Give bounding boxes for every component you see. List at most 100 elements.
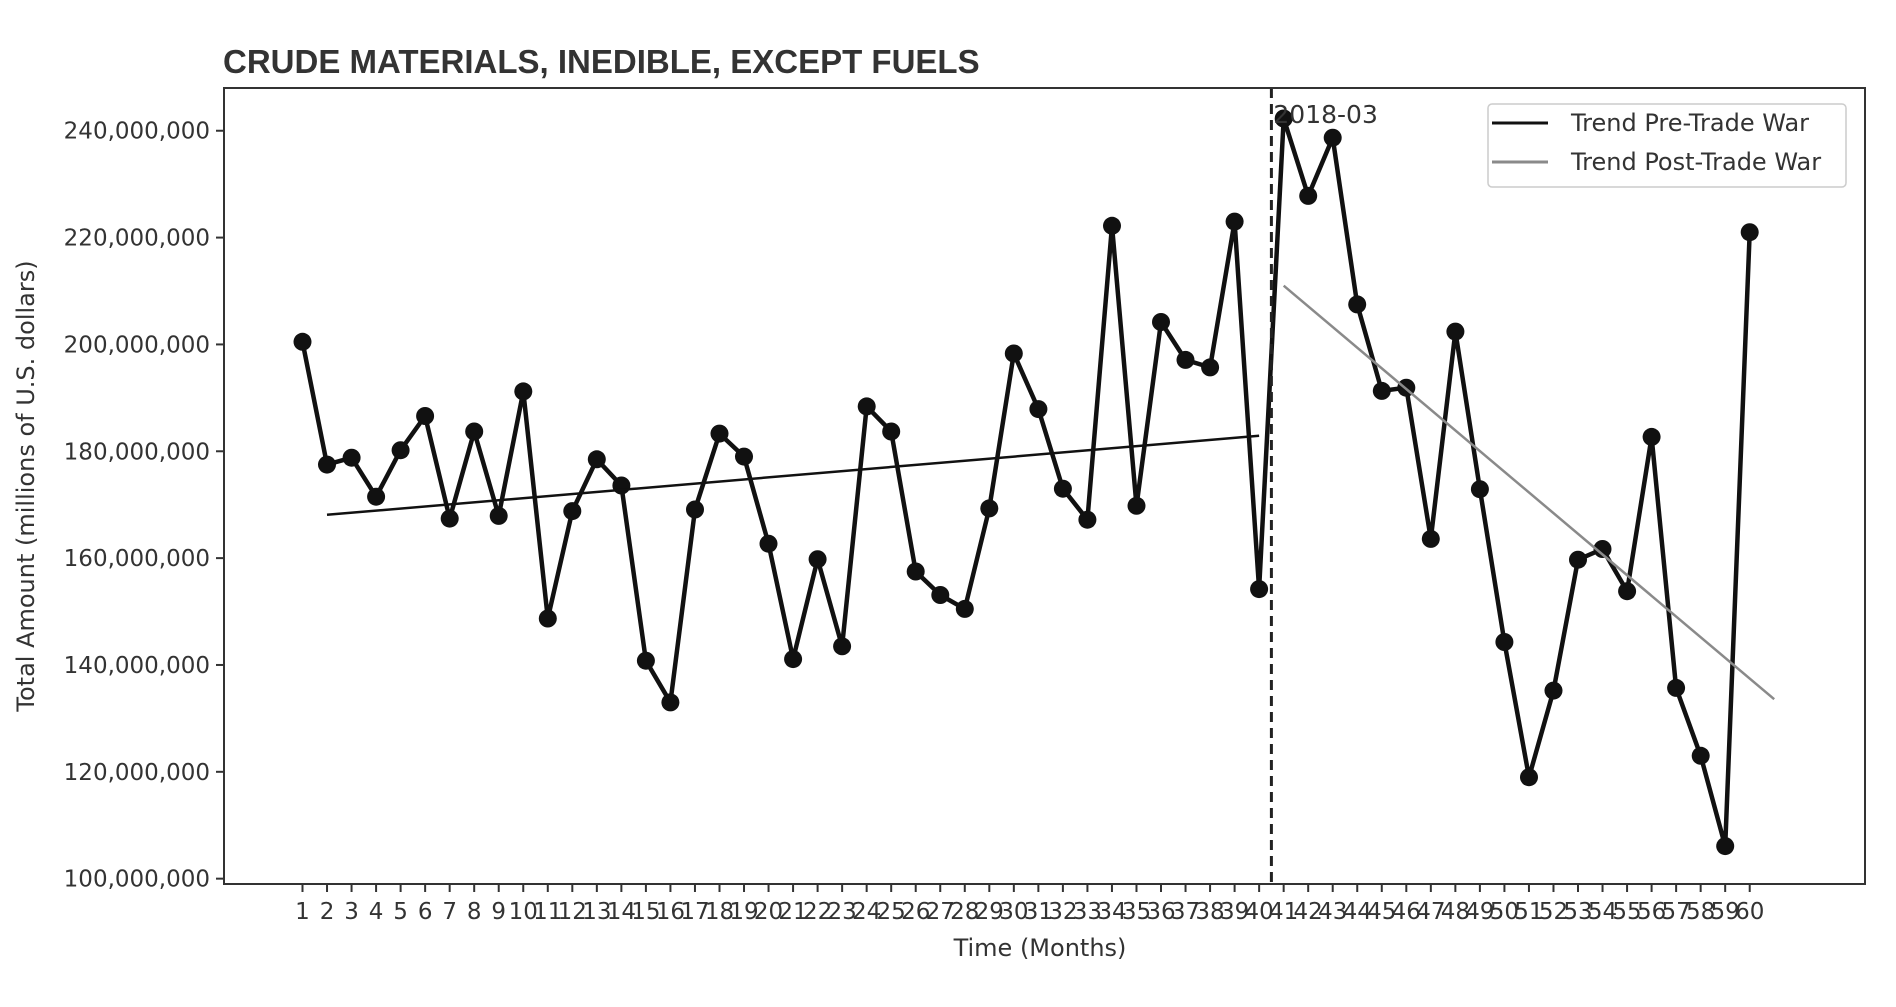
x-tick-label: 22 (803, 899, 832, 925)
data-point (1127, 496, 1146, 515)
data-point (1078, 510, 1097, 529)
plot-frame (223, 87, 1866, 885)
data-point (1274, 109, 1293, 128)
x-tick-label: 48 (1441, 899, 1470, 925)
data-point (1053, 479, 1072, 498)
y-tick-label: 180,000,000 (64, 439, 210, 465)
x-tick-label: 16 (656, 899, 685, 925)
x-tick-label: 54 (1588, 899, 1617, 925)
x-tick-label: 41 (1269, 899, 1298, 925)
data-point (784, 650, 803, 669)
data-point (538, 609, 557, 628)
x-tick-label: 36 (1146, 899, 1175, 925)
annotation-label: 2018-03 (1273, 100, 1377, 129)
data-point (1544, 681, 1563, 700)
x-axis-label: Time (Months) (953, 934, 1127, 962)
x-tick-label: 55 (1612, 899, 1641, 925)
data-point (416, 407, 435, 425)
data-point (882, 422, 901, 441)
data-point (367, 487, 386, 506)
plot-area: 2018-03 (293, 88, 1776, 884)
legend-label: Trend Post-Trade War (1570, 148, 1821, 176)
data-point (833, 637, 852, 656)
y-tick-label: 240,000,000 (64, 119, 210, 145)
data-point (1348, 295, 1367, 314)
data-point (1004, 344, 1023, 363)
x-tick-label: 21 (778, 899, 807, 925)
data-point (465, 422, 484, 441)
x-tick-label: 15 (631, 899, 660, 925)
y-tick-label: 220,000,000 (64, 226, 210, 252)
data-point (1642, 427, 1661, 446)
y-tick-label: 120,000,000 (64, 760, 210, 786)
x-tick-label: 46 (1392, 899, 1421, 925)
data-point (1250, 580, 1269, 599)
data-point (1740, 223, 1759, 242)
x-tick-label: 37 (1171, 899, 1200, 925)
x-tick-label: 17 (680, 899, 709, 925)
data-point (318, 455, 336, 474)
x-tick-label: 30 (999, 899, 1028, 925)
x-tick-label: 13 (582, 899, 611, 925)
x-tick-label: 39 (1220, 899, 1249, 925)
data-point (808, 550, 827, 569)
x-tick-label: 10 (509, 899, 538, 925)
legend-box (1487, 103, 1847, 188)
x-tick-label: 18 (705, 899, 734, 925)
data-point (955, 599, 974, 618)
data-point (759, 534, 778, 553)
data-point (440, 509, 459, 528)
x-tick-label: 26 (901, 899, 930, 925)
x-tick-label: 57 (1661, 899, 1690, 925)
data-point (1691, 746, 1710, 765)
x-tick-label: 27 (926, 899, 955, 925)
data-point (1470, 480, 1489, 499)
y-tick-label: 200,000,000 (64, 332, 210, 358)
x-tick-label: 14 (607, 899, 636, 925)
x-tick-label: 59 (1711, 899, 1740, 925)
x-tick-label: 5 (393, 899, 408, 925)
data-point (1029, 400, 1048, 419)
data-point (1520, 768, 1538, 787)
data-point (391, 441, 410, 460)
data-point (1372, 381, 1391, 400)
data-point (1421, 529, 1440, 548)
data-point (1446, 322, 1465, 341)
x-tick-label: 43 (1318, 899, 1347, 925)
data-point (661, 693, 680, 712)
x-tick-label: 50 (1490, 899, 1519, 925)
data-point (686, 500, 704, 519)
trend-line-2 (1282, 284, 1776, 701)
data-point (1323, 128, 1342, 147)
x-tick-label: 51 (1514, 899, 1543, 925)
data-point (636, 651, 655, 670)
x-tick-label: 29 (975, 899, 1004, 925)
x-tick-label: 52 (1539, 899, 1568, 925)
x-tick-label: 6 (418, 899, 433, 925)
x-tick-label: 53 (1563, 899, 1592, 925)
x-tick-label: 38 (1195, 899, 1224, 925)
x-tick-label: 9 (491, 899, 506, 925)
x-tick-label: 12 (558, 899, 587, 925)
axes: 100,000,000 120,000,000 140,000,000 160,000… (64, 87, 1866, 925)
legend: Trend Pre-Trade War Trend Post-Trade War (1487, 103, 1847, 188)
x-tick-label: 23 (827, 899, 856, 925)
data-point (342, 448, 361, 467)
x-tick-label: 58 (1686, 899, 1715, 925)
data-point (1299, 186, 1318, 205)
y-tick-label: 160,000,000 (64, 546, 210, 572)
data-point (1667, 678, 1686, 697)
y-tick-label: 100,000,000 (64, 867, 210, 893)
data-point (587, 450, 606, 469)
x-tick-label: 44 (1343, 899, 1372, 925)
x-tick-label: 7 (442, 899, 457, 925)
chart-title: CRUDE MATERIALS, INEDIBLE, EXCEPT FUELS (223, 43, 980, 80)
data-point (1225, 212, 1244, 231)
data-point (1201, 358, 1220, 377)
series-line (300, 116, 1752, 849)
x-tick-label: 56 (1637, 899, 1666, 925)
data-point (931, 586, 950, 604)
x-tick-label: 4 (369, 899, 384, 925)
x-tick-label: 47 (1416, 899, 1445, 925)
